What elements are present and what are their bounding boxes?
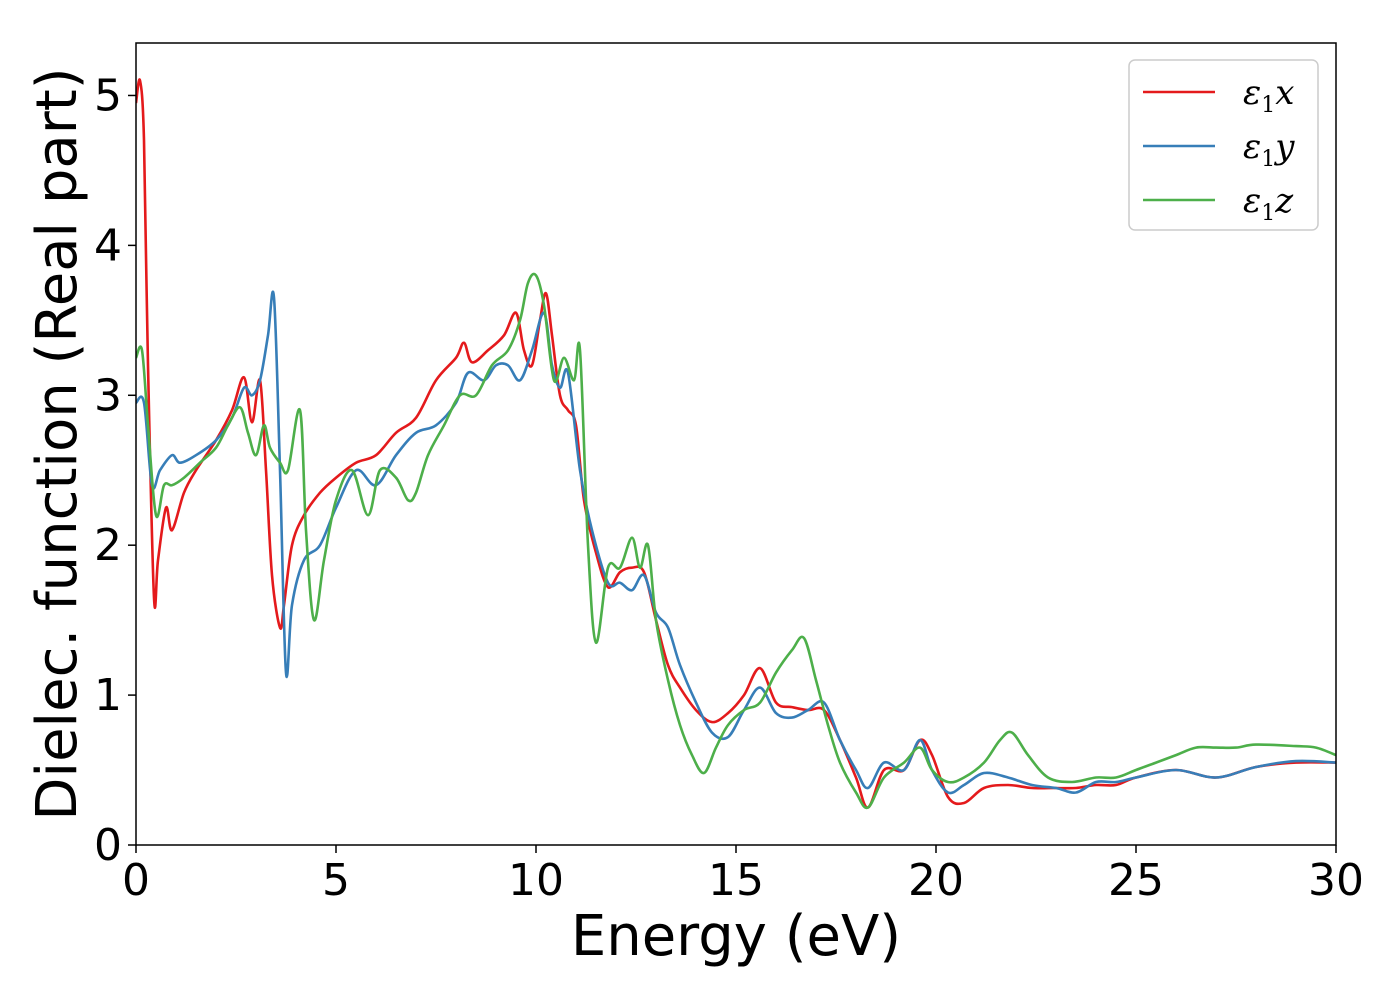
x-tick-label: 10 xyxy=(508,855,564,906)
legend-label-y: ε1y xyxy=(1243,127,1295,172)
x-axis-ticks: 0 5 10 15 20 25 30 xyxy=(122,845,1364,906)
legend-label-z: ε1z xyxy=(1243,181,1294,226)
y-axis-ticks: 0 1 2 3 4 5 xyxy=(94,70,136,871)
y-tick-label: 5 xyxy=(94,70,122,121)
y-tick-label: 4 xyxy=(94,220,122,271)
series-layer xyxy=(136,78,1336,810)
series-line-x xyxy=(136,78,1336,809)
x-tick-label: 30 xyxy=(1308,855,1364,906)
x-tick-label: 20 xyxy=(908,855,964,906)
y-tick-label: 1 xyxy=(94,670,122,721)
legend-box xyxy=(1128,59,1319,231)
y-axis-title: Dielec. function (Real part) xyxy=(25,67,90,820)
series-line-z xyxy=(136,272,1336,810)
x-tick-label: 0 xyxy=(122,855,150,906)
y-tick-label: 0 xyxy=(94,820,122,871)
legend-label-x: ε1x xyxy=(1243,73,1294,118)
y-tick-label: 3 xyxy=(94,370,122,421)
series-line-y xyxy=(136,290,1336,795)
x-axis-title: Energy (eV) xyxy=(571,904,901,969)
y-tick-label: 2 xyxy=(94,520,122,571)
legend: ε1x ε1y ε1z xyxy=(1128,59,1319,231)
x-tick-label: 5 xyxy=(322,855,350,906)
x-tick-label: 15 xyxy=(708,855,764,906)
x-tick-label: 25 xyxy=(1108,855,1164,906)
